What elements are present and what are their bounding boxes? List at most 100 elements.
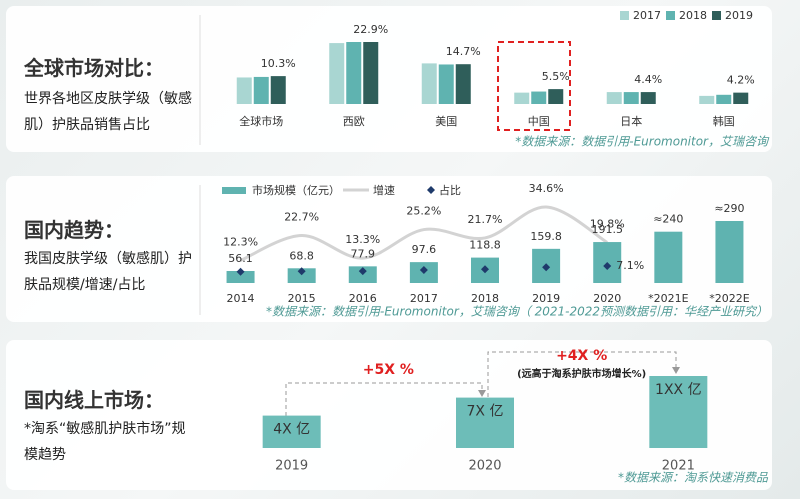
data-label: 12.3% — [223, 235, 258, 248]
data-label: 97.6 — [412, 243, 437, 256]
bar — [649, 376, 708, 448]
legend-label: 市场规模（亿元） — [252, 183, 340, 197]
heading: 国内线上市场： — [24, 388, 164, 412]
data-label: 4.4% — [634, 73, 662, 86]
share-marker — [236, 267, 245, 276]
x-tick-label: 2015 — [288, 292, 316, 305]
bar — [456, 397, 514, 448]
bar — [531, 91, 547, 104]
heading: 全球市场对比： — [24, 56, 164, 80]
bar — [270, 76, 286, 104]
legend-label: 2018 — [679, 9, 707, 22]
legend-swatch — [712, 11, 721, 20]
share-marker — [297, 267, 306, 276]
arrow — [285, 382, 483, 416]
heading: 国内趋势： — [24, 218, 124, 242]
legend-label: 增速 — [373, 183, 395, 197]
x-tick-label: *2022E — [709, 292, 749, 305]
legend-swatch — [222, 187, 246, 194]
legend-label: 2017 — [633, 9, 661, 22]
data-label: 25.2% — [406, 205, 441, 218]
bar — [733, 92, 749, 104]
bar — [438, 64, 454, 104]
panel — [6, 340, 772, 490]
share-marker — [603, 262, 612, 270]
bar — [716, 94, 732, 104]
source-note: *数据来源：淘系快速消费品 — [618, 471, 769, 485]
panel — [6, 6, 772, 152]
arrow — [487, 351, 677, 397]
bar — [346, 42, 362, 104]
source-note: *数据来源：数据引用-Euromonitor，艾瑞咨询 — [515, 135, 770, 149]
bar — [654, 231, 683, 283]
data-label: 34.6% — [529, 182, 564, 195]
bar — [606, 92, 622, 104]
bar — [226, 271, 255, 283]
data-label: 7.1% — [616, 259, 644, 272]
data-label: ≈290 — [714, 202, 744, 215]
source-note: *数据来源：数据引用-Euromonitor，艾瑞咨询（ 2021-2022预测… — [266, 305, 768, 319]
data-label: 22.7% — [284, 211, 319, 224]
bar — [455, 64, 471, 104]
bar — [421, 63, 437, 104]
x-tick-label: 全球市场 — [239, 114, 283, 128]
x-tick-label: 2018 — [471, 292, 499, 305]
data-label: 21.7% — [468, 213, 503, 226]
bar — [253, 76, 269, 104]
arrowhead — [478, 390, 486, 397]
annotation: +5X % — [363, 362, 414, 378]
x-tick-label: *2021E — [648, 292, 688, 305]
data-label: 10.3% — [261, 57, 296, 70]
x-tick-label: 日本 — [620, 114, 642, 128]
data-label: 19.8% — [590, 218, 625, 231]
x-tick-label: 2014 — [227, 292, 255, 305]
x-tick-label: 2019 — [275, 459, 308, 474]
data-label: 68.8 — [289, 249, 314, 262]
data-label: 77.9 — [351, 247, 376, 260]
data-label: 5.5% — [542, 70, 570, 83]
data-label: 191.5 — [591, 223, 623, 236]
legend-swatch — [427, 186, 435, 194]
bar — [699, 95, 715, 104]
x-tick-label: 中国 — [528, 115, 550, 128]
bar — [329, 43, 345, 104]
data-label: 4X 亿 — [273, 422, 310, 438]
annotation: +4X % — [556, 348, 607, 364]
bar — [623, 92, 639, 104]
bar — [236, 77, 252, 104]
share-marker — [358, 267, 367, 276]
x-tick-label: 美国 — [435, 115, 457, 128]
bar — [287, 268, 316, 283]
data-label: 22.9% — [353, 23, 388, 36]
data-label: 1XX 亿 — [655, 382, 702, 398]
legend-label: 2019 — [725, 9, 753, 22]
share-marker — [542, 263, 551, 272]
x-tick-label: 2016 — [349, 292, 377, 305]
annotation: (远高于淘系护肤市场增长%) — [517, 367, 646, 380]
legend-label: 占比 — [439, 183, 461, 197]
description: 我国皮肤学级（敏感肌）护肤品规模/增速/占比 — [24, 251, 192, 293]
data-label: 4.2% — [727, 74, 755, 87]
legend-swatch — [666, 11, 675, 20]
data-label: 7X 亿 — [467, 404, 504, 420]
bar — [640, 92, 656, 104]
bar — [514, 92, 530, 104]
data-label: 56.1 — [228, 252, 253, 265]
data-label: ≈240 — [653, 213, 683, 226]
x-tick-label: 2020 — [593, 292, 621, 305]
data-label: 118.8 — [469, 239, 501, 252]
x-tick-label: 2021 — [662, 459, 695, 474]
description: *淘系“敏感肌护肤市场”规模趋势 — [24, 421, 186, 463]
description: 世界各地区皮肤学级（敏感肌）护肤品销售占比 — [24, 91, 192, 133]
bar — [548, 89, 564, 104]
x-tick-label: 2020 — [468, 459, 501, 474]
x-tick-label: 2017 — [410, 292, 438, 305]
legend-swatch — [620, 11, 629, 20]
bar — [363, 42, 379, 104]
data-label: 14.7% — [446, 45, 481, 58]
data-label: 13.3% — [345, 233, 380, 246]
share-marker — [419, 265, 428, 274]
arrowhead — [672, 367, 680, 374]
